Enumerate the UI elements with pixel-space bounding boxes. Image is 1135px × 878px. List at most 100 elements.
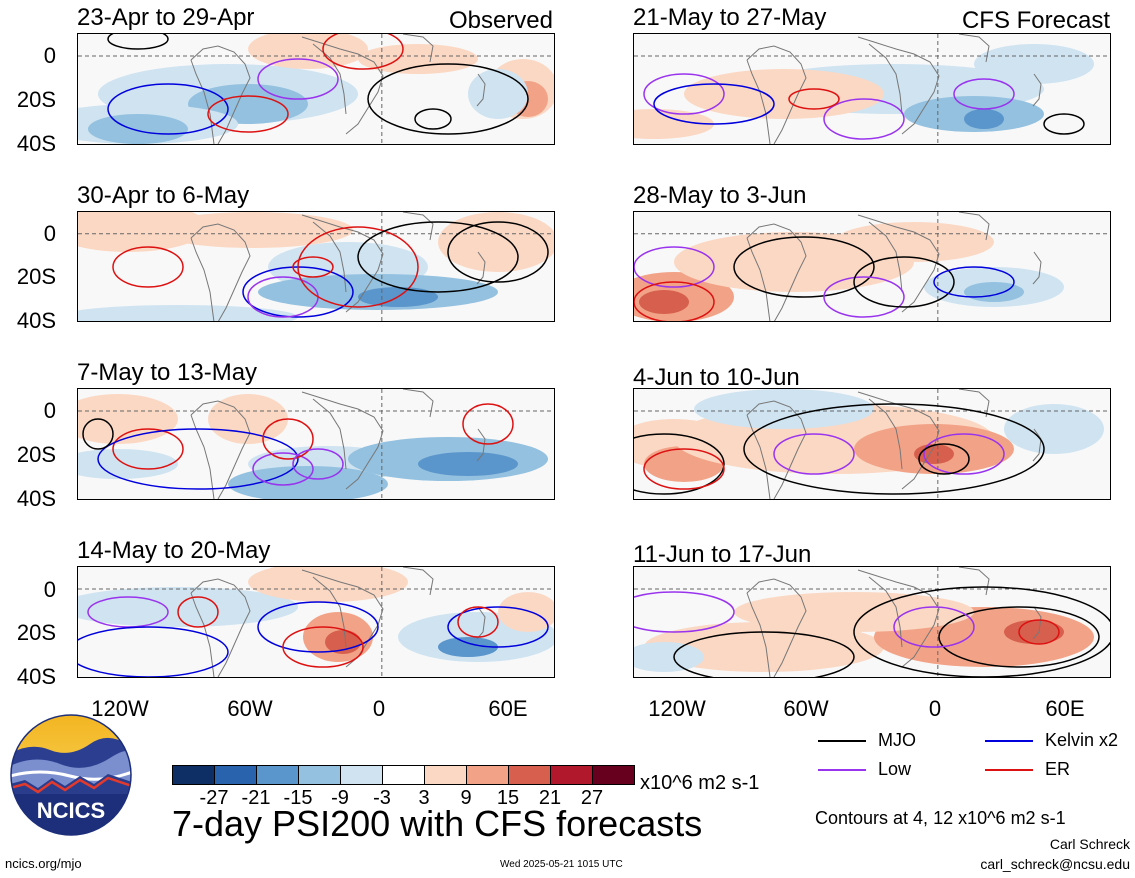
timestamp: Wed 2025-05-21 1015 UTC <box>500 859 623 870</box>
wave-contour <box>447 606 549 648</box>
streamfunction-anomaly-shading <box>248 34 368 69</box>
colorbar-tick-label: -9 <box>331 787 349 809</box>
coastline <box>746 414 771 499</box>
wave-contour <box>414 108 452 130</box>
wave-contour <box>292 448 344 480</box>
wave-contour <box>634 246 715 288</box>
legend-er-swatch <box>985 769 1033 771</box>
wave-contour <box>447 221 549 283</box>
coastline <box>1032 428 1042 462</box>
wave-contour <box>257 601 379 653</box>
map-panel-7 <box>633 388 1111 500</box>
panel-title-5: 21-May to 27-May <box>633 4 827 31</box>
coastline <box>857 214 940 313</box>
coastlines <box>746 34 1042 144</box>
wave-contour <box>292 256 334 278</box>
map-panel-4 <box>77 566 555 678</box>
lon-60e-left: 60E <box>488 696 528 721</box>
streamfunction-anomaly-shading <box>438 637 498 657</box>
coastline <box>746 223 807 321</box>
wave-contour <box>923 433 1005 475</box>
map-svg-1 <box>78 34 554 144</box>
lat-40s-row3: 40S <box>16 486 56 511</box>
wave-contour <box>643 73 725 115</box>
streamfunction-anomaly-shading <box>88 114 188 144</box>
wave-contour <box>743 403 1045 495</box>
coastline <box>190 578 251 677</box>
coastline <box>746 578 807 677</box>
wave-contour <box>207 95 289 133</box>
map-panel-5 <box>633 33 1111 145</box>
panel-title-6: 28-May to 3-Jun <box>633 182 807 209</box>
wave-contour <box>282 626 364 668</box>
wave-contour <box>773 433 855 475</box>
streamfunction-anomaly-shading <box>834 222 994 262</box>
coastline <box>476 73 486 107</box>
streamfunction-anomaly-shading <box>634 109 714 139</box>
site-link[interactable]: ncics.org/mjo <box>5 856 82 871</box>
map-svg-2 <box>78 212 554 321</box>
coastlines <box>746 212 1042 321</box>
coastline <box>301 214 384 313</box>
lon-60e-right: 60E <box>1045 696 1085 721</box>
colorbar-box <box>508 765 551 785</box>
map-svg-7 <box>634 389 1110 499</box>
panel-title-3: 7-May to 13-May <box>77 359 258 386</box>
wave-contour <box>853 256 955 308</box>
coastline <box>868 221 903 293</box>
lon-0-left: 0 <box>372 696 386 721</box>
coastlines <box>190 567 486 677</box>
streamfunction-anomaly-shading <box>78 305 298 321</box>
streamfunction-anomaly-shading <box>438 212 554 272</box>
lat-0-row3: 0 <box>43 398 56 423</box>
wave-contour <box>1018 619 1060 645</box>
colorbar-box <box>256 765 299 785</box>
wave-contour <box>918 443 970 475</box>
coastline <box>190 414 215 499</box>
wave-contour <box>297 226 419 308</box>
map-svg-4 <box>78 567 554 677</box>
colorbar-tick-label: -21 <box>241 787 271 809</box>
coastline <box>312 398 347 470</box>
lat-40s-row1: 40S <box>16 131 56 156</box>
wave-contour <box>322 34 404 70</box>
lon-60w-left: 60W <box>227 696 273 721</box>
map-panel-3 <box>77 388 555 500</box>
coastline <box>190 400 251 499</box>
coastline <box>312 576 347 648</box>
wave-contour <box>673 631 855 677</box>
streamfunction-anomaly-shading <box>78 449 178 479</box>
streamfunction-anomaly-shading <box>418 452 518 476</box>
map-panel-6 <box>633 211 1111 322</box>
map-panel-2 <box>77 211 555 322</box>
panel-title-1: 23-Apr to 29-Apr <box>77 4 255 31</box>
colorbar-box <box>172 765 215 785</box>
lat-20s-row3: 20S <box>16 442 56 467</box>
wave-contour <box>788 88 840 110</box>
colorbar-tick-label: -3 <box>373 787 391 809</box>
streamfunction-anomaly-shading <box>634 642 704 672</box>
coastline <box>402 34 434 63</box>
coastline <box>868 576 903 648</box>
coastline <box>857 391 940 490</box>
map-svg-8 <box>634 567 1110 677</box>
streamfunction-anomaly-shading <box>1004 404 1104 454</box>
streamfunction-anomaly-shading <box>639 290 689 314</box>
coastline <box>746 59 771 144</box>
coastline <box>1032 73 1042 107</box>
coastline <box>190 237 215 321</box>
coastline <box>402 567 434 596</box>
coastline <box>190 59 215 144</box>
panel-title-2: 30-Apr to 6-May <box>77 182 250 209</box>
streamfunction-anomaly-shading <box>248 567 408 602</box>
colorbar-tick-label: 27 <box>580 787 604 809</box>
wave-contour <box>112 246 184 288</box>
colorbar-tick-label: 9 <box>460 787 472 809</box>
panel-title-4: 14-May to 20-May <box>77 537 271 564</box>
lon-0-right: 0 <box>928 696 942 721</box>
streamfunction-anomaly-shading <box>468 69 528 119</box>
streamfunction-anomaly-shading <box>734 592 974 632</box>
wave-contour <box>112 428 184 470</box>
lon-120w-left: 120W <box>91 696 149 721</box>
wave-contour <box>893 606 975 648</box>
